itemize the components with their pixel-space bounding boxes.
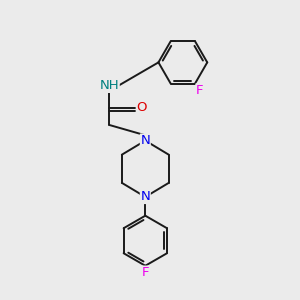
Text: F: F [196, 84, 203, 97]
Text: NH: NH [100, 80, 119, 92]
Text: O: O [136, 101, 147, 114]
Text: F: F [142, 266, 149, 279]
Text: N: N [140, 190, 150, 203]
Text: N: N [140, 134, 150, 147]
